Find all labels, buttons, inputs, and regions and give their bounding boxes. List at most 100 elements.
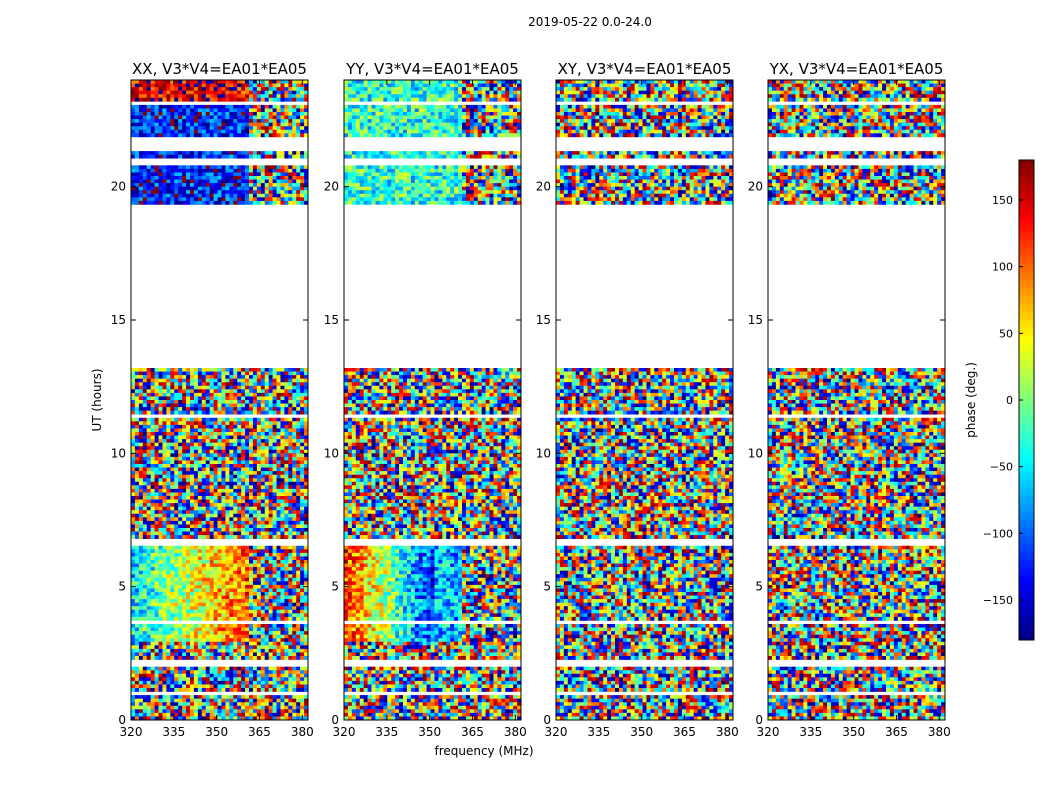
heatmap-cell bbox=[284, 435, 289, 440]
heatmap-cell bbox=[237, 634, 242, 639]
heatmap-cell bbox=[170, 652, 175, 657]
heatmap-cell bbox=[201, 172, 207, 177]
heatmap-cell bbox=[131, 563, 136, 568]
heatmap-cell bbox=[174, 179, 179, 184]
heatmap-cell bbox=[241, 485, 246, 490]
heatmap-cell bbox=[245, 83, 250, 88]
heatmap-cell bbox=[300, 506, 305, 511]
heatmap-cell bbox=[154, 133, 159, 138]
heatmap-cell bbox=[256, 446, 262, 451]
heatmap-cell bbox=[252, 424, 258, 429]
heatmap-cell bbox=[170, 513, 175, 518]
heatmap-cell bbox=[209, 186, 214, 191]
heatmap-cell bbox=[138, 524, 144, 529]
heatmap-cell bbox=[134, 592, 140, 596]
heatmap-cell bbox=[205, 446, 210, 451]
heatmap-cell bbox=[304, 577, 309, 582]
heatmap-cell bbox=[233, 666, 238, 671]
heatmap-cell bbox=[300, 129, 305, 134]
heatmap-cell bbox=[170, 606, 175, 611]
heatmap-cell bbox=[142, 560, 148, 564]
heatmap-cell bbox=[233, 126, 238, 131]
heatmap-cell bbox=[288, 471, 293, 475]
heatmap-cell bbox=[205, 129, 210, 134]
heatmap-cell bbox=[134, 464, 140, 468]
heatmap-cell bbox=[260, 439, 266, 443]
heatmap-cell bbox=[170, 168, 175, 173]
heatmap-cell bbox=[304, 506, 309, 511]
heatmap-cell bbox=[186, 634, 191, 639]
heatmap-cell bbox=[296, 677, 301, 682]
heatmap-cell bbox=[237, 677, 242, 682]
heatmap-cell bbox=[296, 652, 301, 657]
heatmap-cell bbox=[150, 602, 155, 607]
heatmap-cell bbox=[272, 648, 277, 653]
heatmap-cell bbox=[186, 680, 191, 685]
heatmap-cell bbox=[186, 122, 191, 127]
heatmap-cell bbox=[166, 560, 171, 564]
heatmap-cell bbox=[166, 375, 171, 379]
heatmap-cell bbox=[201, 179, 207, 184]
heatmap-cell bbox=[174, 609, 179, 614]
heatmap-cell bbox=[178, 528, 183, 532]
heatmap-cell bbox=[221, 392, 226, 397]
heatmap-cell bbox=[146, 197, 151, 202]
heatmap-cell bbox=[201, 645, 207, 650]
heatmap-cell bbox=[174, 524, 179, 529]
heatmap-cell bbox=[142, 513, 148, 518]
heatmap-cell bbox=[296, 645, 301, 650]
heatmap-cell bbox=[142, 624, 148, 628]
heatmap-cell bbox=[138, 424, 144, 429]
heatmap-cell bbox=[249, 460, 254, 465]
heatmap-cell bbox=[170, 122, 175, 127]
heatmap-cell bbox=[138, 666, 144, 671]
heatmap-cell bbox=[304, 528, 309, 532]
heatmap-cell bbox=[138, 535, 144, 539]
heatmap-cell bbox=[304, 496, 309, 500]
heatmap-cell bbox=[170, 677, 175, 682]
heatmap-cell bbox=[205, 371, 210, 376]
heatmap-cell bbox=[178, 133, 183, 138]
heatmap-cell bbox=[221, 435, 226, 440]
heatmap-cell bbox=[304, 183, 309, 187]
heatmap-cell bbox=[178, 645, 183, 650]
heatmap-cell bbox=[197, 154, 203, 159]
heatmap-cell bbox=[205, 570, 210, 575]
heatmap-cell bbox=[162, 112, 167, 116]
heatmap-cell bbox=[166, 485, 171, 490]
heatmap-cell bbox=[174, 645, 179, 650]
heatmap-cell bbox=[237, 94, 242, 99]
heatmap-cell bbox=[142, 80, 148, 84]
heatmap-cell bbox=[276, 609, 281, 614]
heatmap-cell bbox=[142, 378, 148, 383]
heatmap-cell bbox=[260, 613, 266, 618]
heatmap-cell bbox=[170, 503, 175, 507]
heatmap-cell bbox=[225, 122, 230, 127]
heatmap-cell bbox=[150, 80, 155, 84]
heatmap-cell bbox=[209, 435, 214, 440]
heatmap-cell bbox=[213, 129, 218, 134]
heatmap-cell bbox=[190, 97, 195, 102]
heatmap-cell bbox=[304, 481, 309, 486]
heatmap-cell bbox=[300, 449, 305, 454]
heatmap-cell bbox=[280, 595, 285, 600]
heatmap-cell bbox=[256, 567, 262, 571]
heatmap-cell bbox=[272, 549, 277, 554]
heatmap-cell bbox=[162, 90, 167, 95]
heatmap-cell bbox=[300, 165, 305, 170]
heatmap-cell bbox=[225, 588, 230, 593]
heatmap-cell bbox=[252, 567, 258, 571]
heatmap-cell bbox=[241, 151, 246, 155]
heatmap-cell bbox=[268, 496, 273, 500]
heatmap-cell bbox=[284, 392, 289, 397]
heatmap-cell bbox=[225, 392, 230, 397]
heatmap-cell bbox=[245, 535, 250, 539]
heatmap-cell bbox=[174, 634, 179, 639]
heatmap-cell bbox=[138, 613, 144, 618]
heatmap-cell bbox=[209, 129, 214, 134]
heatmap-cell bbox=[209, 456, 214, 461]
heatmap-cell bbox=[131, 652, 136, 657]
heatmap-cell bbox=[146, 417, 151, 422]
heatmap-cell bbox=[292, 592, 297, 596]
heatmap-cell bbox=[300, 392, 305, 397]
